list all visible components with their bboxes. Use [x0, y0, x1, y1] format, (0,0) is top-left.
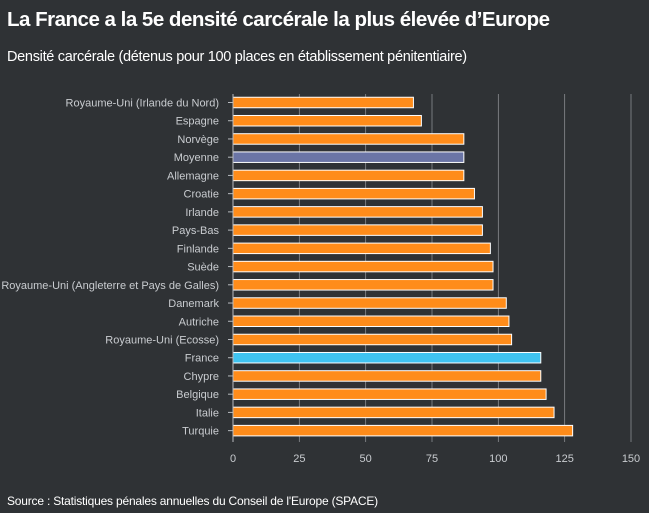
category-label-belgique: Belgique	[176, 389, 219, 401]
category-label-royaume-uni-ecosse: Royaume-Uni (Ecosse)	[105, 334, 219, 346]
chart-title: La France a la 5e densité carcérale la p…	[7, 8, 550, 31]
x-tick-labels: 0 25 50 75 100 125 150	[230, 453, 640, 465]
category-label-allemagne: Allemagne	[167, 170, 219, 182]
y-axis	[228, 94, 234, 442]
category-label-finlande: Finlande	[177, 243, 219, 255]
x-tick-label-50: 50	[360, 453, 372, 465]
bar-france	[232, 351, 542, 364]
category-label-chypre: Chypre	[184, 371, 219, 383]
category-label-irlande: Irlande	[185, 207, 219, 219]
category-label-espagne: Espagne	[176, 116, 219, 128]
x-tick-label-150: 150	[622, 453, 640, 465]
bar-espagne	[232, 114, 422, 127]
bar-royaume-uni-ecosse	[232, 333, 513, 346]
category-label-croatie: Croatie	[184, 189, 219, 201]
x-tick-label-75: 75	[426, 453, 438, 465]
category-label-italie: Italie	[196, 407, 219, 419]
bar-danemark	[232, 297, 507, 309]
category-label-moyenne: Moyenne	[174, 152, 219, 164]
bar-autriche	[232, 315, 510, 328]
category-label-france: France	[185, 353, 219, 365]
bar-irlande	[232, 206, 483, 218]
bar-royaume-uni-irlande-du-nord	[232, 96, 414, 109]
bars	[232, 96, 574, 437]
bar-pays-bas	[232, 224, 483, 236]
bar-chypre	[232, 370, 542, 382]
category-label-royaume-uni-irlande-du-nord: Royaume-Uni (Irlande du Nord)	[66, 98, 219, 110]
category-label-norvege: Norvège	[177, 134, 219, 146]
bar-suede	[232, 260, 494, 273]
bar-royaume-uni-angleterre-et-pays-de-galles	[232, 279, 494, 291]
x-tick-label-125: 125	[555, 453, 573, 465]
bar-moyenne	[232, 151, 465, 163]
x-tick-label-100: 100	[489, 453, 507, 465]
category-label-danemark: Danemark	[168, 298, 219, 310]
category-label-suede: Suède	[187, 262, 219, 274]
source-note: Source : Statistiques pénales annuelles …	[7, 494, 378, 508]
category-label-turquie: Turquie	[182, 426, 219, 438]
bar-croatie	[232, 187, 475, 200]
x-tick-label-0: 0	[230, 453, 236, 465]
category-label-pays-bas: Pays-Bas	[172, 225, 220, 237]
bar-turquie	[232, 424, 574, 437]
bar-belgique	[232, 388, 547, 400]
category-label-royaume-uni-angleterre-et-pays-de-galles: Royaume-Uni (Angleterre et Pays de Galle…	[1, 280, 219, 292]
bar-finlande	[232, 242, 491, 255]
x-tick-label-25: 25	[293, 453, 305, 465]
category-label-autriche: Autriche	[179, 316, 219, 328]
bar-norvege	[232, 133, 465, 145]
bar-allemagne	[232, 169, 465, 182]
bar-italie	[232, 406, 555, 419]
chart-subtitle: Densité carcérale (détenus pour 100 plac…	[7, 49, 467, 65]
category-labels: Royaume-Uni (Irlande du Nord) Espagne Norv…	[1, 98, 219, 438]
